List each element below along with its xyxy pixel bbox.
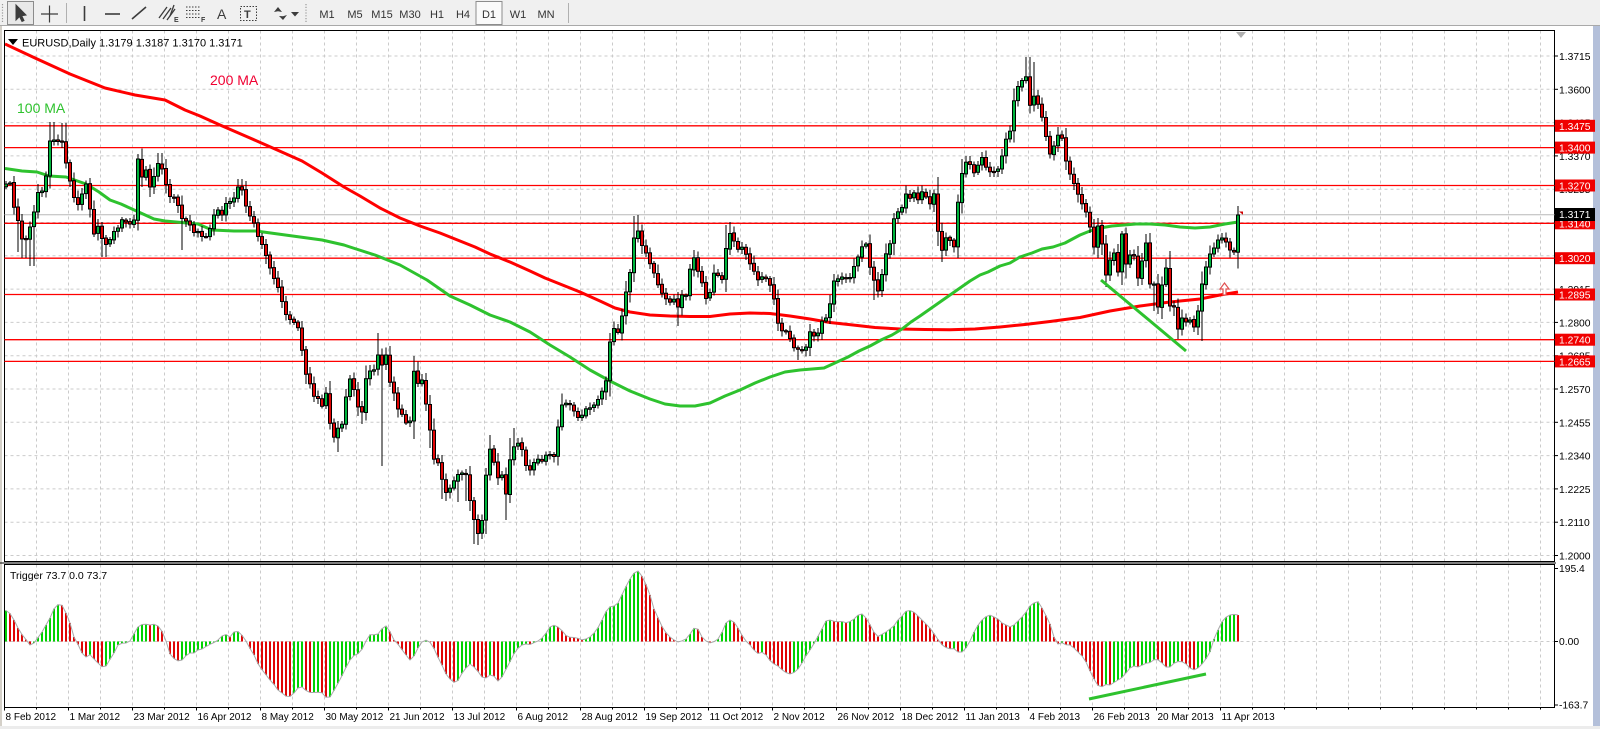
svg-text:H1: H1 bbox=[430, 9, 444, 21]
svg-text:6 Aug 2012: 6 Aug 2012 bbox=[518, 712, 569, 723]
svg-text:1.2340: 1.2340 bbox=[1559, 452, 1591, 463]
svg-text:0.00: 0.00 bbox=[1559, 637, 1579, 648]
svg-text:D1: D1 bbox=[482, 9, 496, 21]
svg-text:11 Oct 2012: 11 Oct 2012 bbox=[710, 712, 764, 723]
svg-text:1.3020: 1.3020 bbox=[1559, 254, 1591, 265]
svg-text:1.3400: 1.3400 bbox=[1559, 144, 1591, 155]
svg-text:28 Aug 2012: 28 Aug 2012 bbox=[582, 712, 639, 723]
svg-text:1.2740: 1.2740 bbox=[1559, 336, 1591, 347]
svg-text:1.3171: 1.3171 bbox=[1559, 210, 1591, 221]
svg-text:1.2455: 1.2455 bbox=[1559, 418, 1591, 429]
svg-text:1.3140: 1.3140 bbox=[1559, 219, 1591, 230]
svg-text:100 MA: 100 MA bbox=[17, 100, 66, 116]
svg-text:W1: W1 bbox=[510, 9, 527, 21]
svg-text:T: T bbox=[244, 9, 251, 21]
svg-text:11 Apr 2013: 11 Apr 2013 bbox=[1222, 712, 1276, 723]
svg-text:M15: M15 bbox=[371, 9, 392, 21]
svg-text:1.2000: 1.2000 bbox=[1559, 552, 1591, 563]
svg-text:E: E bbox=[174, 17, 179, 24]
svg-text:195.4: 195.4 bbox=[1559, 564, 1585, 575]
svg-text:A: A bbox=[217, 6, 227, 22]
svg-text:26 Feb 2013: 26 Feb 2013 bbox=[1094, 712, 1151, 723]
svg-text:MN: MN bbox=[537, 9, 554, 21]
svg-text:1.2570: 1.2570 bbox=[1559, 385, 1591, 396]
svg-text:1.3715: 1.3715 bbox=[1559, 52, 1591, 63]
svg-text:1.3370: 1.3370 bbox=[1559, 152, 1591, 163]
svg-text:23 Mar 2012: 23 Mar 2012 bbox=[134, 712, 191, 723]
svg-text:1.3475: 1.3475 bbox=[1559, 122, 1591, 133]
svg-text:20 Mar 2013: 20 Mar 2013 bbox=[1158, 712, 1215, 723]
svg-text:M5: M5 bbox=[347, 9, 362, 21]
svg-text:4 Feb 2013: 4 Feb 2013 bbox=[1030, 712, 1081, 723]
svg-text:13 Jul 2012: 13 Jul 2012 bbox=[454, 712, 506, 723]
svg-text:11 Jan 2013: 11 Jan 2013 bbox=[966, 712, 1021, 723]
svg-text:16 Apr 2012: 16 Apr 2012 bbox=[198, 712, 252, 723]
svg-text:30 May 2012: 30 May 2012 bbox=[326, 712, 384, 723]
svg-text:18 Dec 2012: 18 Dec 2012 bbox=[902, 712, 959, 723]
svg-text:Trigger 73.7 0.0 73.7: Trigger 73.7 0.0 73.7 bbox=[10, 570, 107, 582]
svg-text:H4: H4 bbox=[456, 9, 470, 21]
svg-text:1 Mar 2012: 1 Mar 2012 bbox=[70, 712, 121, 723]
svg-text:1.2895: 1.2895 bbox=[1559, 291, 1591, 302]
svg-text:2 Nov 2012: 2 Nov 2012 bbox=[774, 712, 826, 723]
svg-text:M1: M1 bbox=[319, 9, 334, 21]
svg-text:21 Jun 2012: 21 Jun 2012 bbox=[390, 712, 445, 723]
svg-text:1.2665: 1.2665 bbox=[1559, 357, 1591, 368]
svg-text:1.3600: 1.3600 bbox=[1559, 85, 1591, 96]
svg-text:8 Feb 2012: 8 Feb 2012 bbox=[6, 712, 57, 723]
svg-text:1.3270: 1.3270 bbox=[1559, 182, 1591, 193]
svg-text:200 MA: 200 MA bbox=[210, 72, 259, 88]
svg-text:1.2225: 1.2225 bbox=[1559, 485, 1591, 496]
svg-text:-163.7: -163.7 bbox=[1559, 701, 1588, 712]
svg-text:1.2800: 1.2800 bbox=[1559, 318, 1591, 329]
svg-text:1.2110: 1.2110 bbox=[1559, 518, 1590, 529]
svg-text:19 Sep 2012: 19 Sep 2012 bbox=[646, 712, 703, 723]
svg-text:F: F bbox=[201, 17, 206, 24]
svg-text:M30: M30 bbox=[399, 9, 420, 21]
svg-text:8 May 2012: 8 May 2012 bbox=[262, 712, 315, 723]
svg-text:EURUSD,Daily 1.3179 1.3187 1.: EURUSD,Daily 1.3179 1.3187 1.3170 1.3171 bbox=[22, 38, 243, 50]
svg-text:26 Nov 2012: 26 Nov 2012 bbox=[838, 712, 895, 723]
